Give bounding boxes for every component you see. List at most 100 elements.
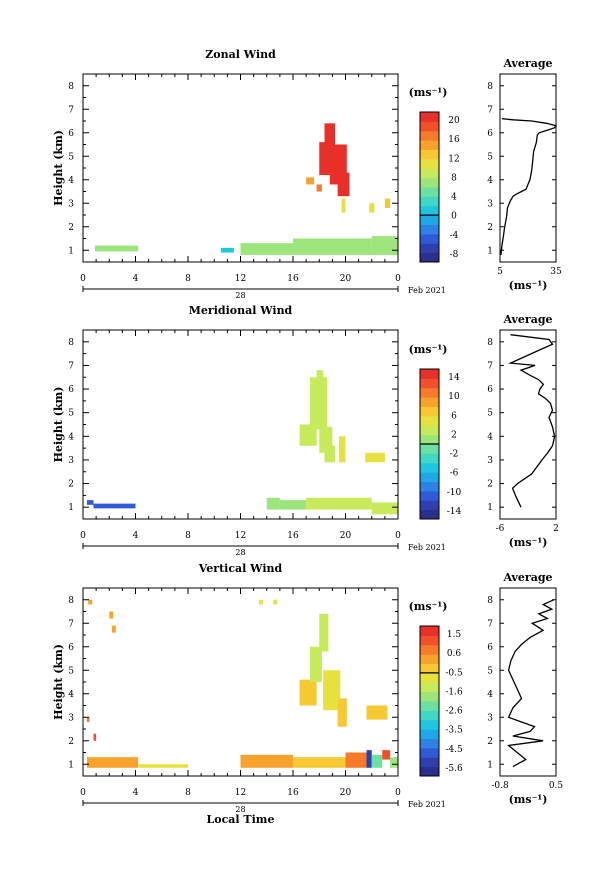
- data-cell: [310, 646, 322, 682]
- average-frame: [499, 587, 557, 777]
- colorbar-unit: (ms⁻¹): [409, 343, 448, 356]
- colorbar-tick-label: 1.5: [447, 630, 462, 640]
- data-cell: [111, 625, 116, 633]
- colorbar-swatch: [420, 644, 439, 655]
- data-cell: [306, 177, 314, 185]
- day-label: 28: [235, 291, 245, 300]
- date-label: Feb 2021: [408, 800, 446, 809]
- data-cell: [319, 142, 332, 176]
- data-cell: [324, 445, 335, 463]
- colorbar-swatch: [420, 472, 439, 482]
- colorbar-swatch: [420, 710, 439, 721]
- colorbar-swatch: [420, 158, 439, 169]
- data-cell: [273, 599, 278, 605]
- data-cell: [240, 243, 293, 255]
- y-tick-label: 1: [68, 503, 74, 513]
- colorbar-swatch: [420, 701, 439, 711]
- colorbar-swatch: [420, 462, 439, 473]
- data-cell: [299, 424, 317, 446]
- data-cell: [371, 502, 398, 515]
- colorbar-tick-label: 14: [448, 373, 460, 383]
- plot-frame: [82, 587, 399, 777]
- colorbar-tick-label: 6: [451, 411, 457, 421]
- colorbar-tick-label: 10: [448, 392, 460, 402]
- y-tick-label: 3: [68, 199, 74, 209]
- average-x-label: (ms⁻¹): [509, 793, 548, 806]
- data-cell: [338, 436, 346, 463]
- x-tick-label: 8: [185, 274, 191, 284]
- avg-y-tick-label: 1: [487, 503, 493, 513]
- avg-y-tick-label: 6: [487, 385, 493, 395]
- average-profile-line: [507, 599, 555, 768]
- colorbar-swatch: [420, 140, 439, 150]
- average-title: Average: [502, 313, 552, 326]
- colorbar-swatch: [420, 747, 439, 758]
- colorbar-swatch: [420, 205, 439, 216]
- avg-y-tick-label: 3: [487, 713, 493, 723]
- data-cell: [365, 452, 385, 463]
- colorbar-swatch: [420, 406, 439, 417]
- colorbar-swatch: [420, 378, 439, 389]
- avg-y-tick-label: 8: [487, 82, 493, 92]
- colorbar-swatch: [420, 719, 439, 730]
- colorbar-tick-label: 12: [448, 154, 459, 164]
- x-tick-label: 16: [287, 531, 299, 541]
- data-cell: [88, 599, 93, 605]
- x-tick-label: 12: [235, 531, 246, 541]
- avg-y-tick-label: 6: [487, 643, 493, 653]
- avg-x-tick-label: 2: [553, 524, 559, 534]
- colorbar-swatch: [420, 729, 439, 739]
- colorbar-swatch: [420, 654, 439, 664]
- data-cell: [220, 247, 234, 253]
- colorbar-tick-label: -4: [450, 231, 459, 241]
- y-tick-label: 2: [68, 223, 74, 233]
- avg-y-tick-label: 8: [487, 596, 493, 606]
- average-panel-2: Average 1 2 3 4 5 6 7 8 -6 2 (ms⁻¹): [487, 313, 559, 549]
- colorbar-tick-label: 0: [451, 212, 457, 222]
- colorbar-swatch: [420, 243, 439, 254]
- average-profile-line: [507, 334, 556, 508]
- colorbar-tick-label: -1.6: [445, 687, 463, 697]
- data-cell: [86, 757, 139, 768]
- colorbar-tick-label: -3.5: [445, 726, 463, 736]
- data-cell: [337, 698, 347, 727]
- x-tick-label: 12: [235, 274, 246, 284]
- x-tick-label: 0: [395, 274, 401, 284]
- y-tick-label: 5: [68, 152, 74, 162]
- x-tick-label: 0: [80, 788, 86, 798]
- avg-y-tick-label: 4: [487, 432, 493, 442]
- y-axis-label: Height (km): [52, 130, 65, 206]
- x-tick-label: 0: [395, 531, 401, 541]
- avg-x-tick-label: 35: [550, 267, 562, 277]
- avg-y-tick-label: 1: [487, 760, 493, 770]
- colorbar-swatch: [420, 434, 439, 445]
- y-tick-label: 2: [68, 737, 74, 747]
- y-tick-label: 4: [68, 176, 74, 186]
- data-cell: [323, 670, 341, 711]
- day-label: 28: [235, 548, 245, 557]
- data-cell: [86, 717, 90, 722]
- data-cell: [293, 238, 372, 255]
- plot-frame: [82, 329, 399, 520]
- y-tick-label: 4: [68, 432, 74, 442]
- avg-x-tick-label: 5: [497, 267, 503, 277]
- colorbar-swatch: [420, 415, 439, 426]
- x-axis-label: Local Time: [207, 813, 275, 826]
- y-tick-label: 6: [68, 643, 74, 653]
- colorbar-tick-label: -6: [450, 469, 459, 479]
- colorbar-swatch: [420, 444, 439, 454]
- y-tick-label: 2: [68, 480, 74, 490]
- average-frame: [499, 329, 557, 520]
- data-cell: [337, 172, 350, 197]
- x-tick-label: 20: [340, 274, 352, 284]
- x-tick-label: 0: [395, 788, 401, 798]
- colorbar-tick-label: 2: [451, 430, 457, 440]
- colorbar-swatch: [420, 626, 439, 636]
- x-tick-label: 0: [80, 531, 86, 541]
- average-title: Average: [502, 571, 552, 584]
- date-label: Feb 2021: [408, 543, 446, 552]
- data-cell: [390, 757, 398, 768]
